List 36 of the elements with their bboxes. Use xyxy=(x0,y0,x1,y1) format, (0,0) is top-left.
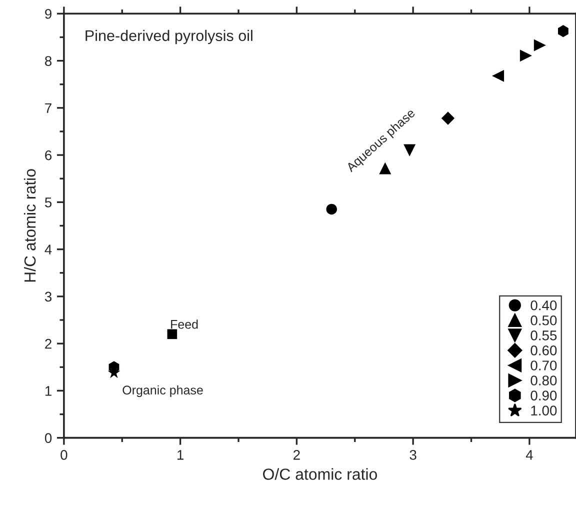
y-tick-label: 9 xyxy=(45,8,52,19)
legend-label: 0.90 xyxy=(530,390,557,400)
annotation: Pine-derived pyrolysis oil xyxy=(86,30,252,44)
y-tick-label: 2 xyxy=(45,338,52,349)
x-axis-title: O/C atomic ratio xyxy=(263,468,377,480)
legend-label: 0.70 xyxy=(530,360,557,370)
legend-label: 1.00 xyxy=(531,406,557,416)
y-tick-label: 7 xyxy=(45,103,52,113)
legend-label: 0.50 xyxy=(530,315,557,326)
x-tick-label: 3 xyxy=(410,450,416,460)
y-tick-label: 8 xyxy=(45,56,52,66)
point xyxy=(534,39,546,52)
point xyxy=(558,25,568,38)
legend-label: 0.40 xyxy=(530,300,557,310)
point xyxy=(167,329,178,340)
x-tick-label: 0 xyxy=(60,450,68,460)
point xyxy=(326,204,337,215)
legend-label: 0.60 xyxy=(530,346,557,356)
annotation: Organic phase xyxy=(122,385,203,397)
x-tick-label: 2 xyxy=(294,450,300,460)
legend-label: 0.80 xyxy=(530,376,557,386)
annotation: Feed xyxy=(171,320,198,329)
point xyxy=(492,70,504,82)
legend-label: 0.55 xyxy=(530,330,557,340)
point xyxy=(441,112,455,125)
y-tick-label: 4 xyxy=(44,244,52,254)
y-tick-label: 0 xyxy=(44,433,52,444)
y-tick-label: 3 xyxy=(44,292,52,302)
x-tick-label: 1 xyxy=(178,450,184,460)
point xyxy=(404,144,416,156)
point xyxy=(520,50,532,62)
y-tick-label: 6 xyxy=(45,150,52,160)
y-axis-title: H/C atomic ratio xyxy=(24,169,36,282)
y-tick-label: 1 xyxy=(45,386,52,396)
x-tick-label: 4 xyxy=(526,450,533,460)
y-tick-label: 5 xyxy=(44,198,52,208)
